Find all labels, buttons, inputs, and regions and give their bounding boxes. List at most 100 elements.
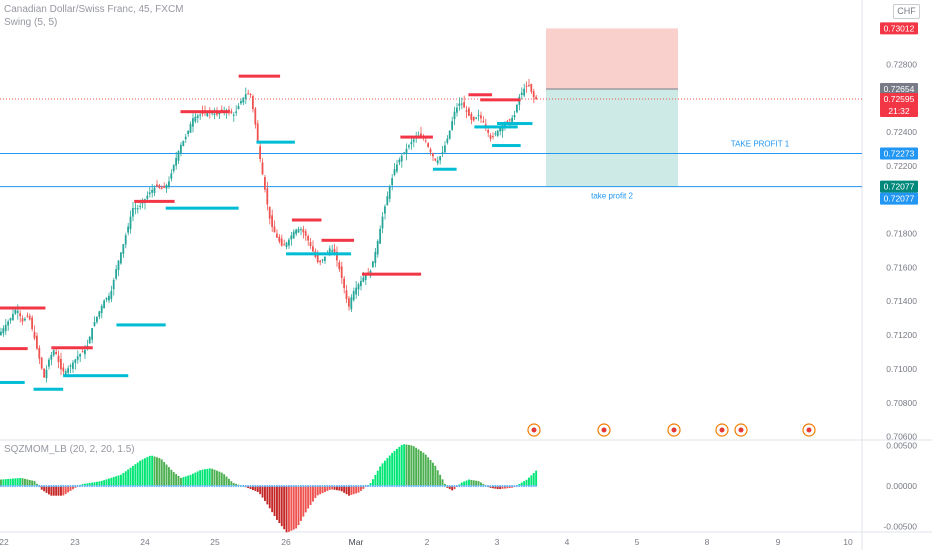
event-flag-dot [738,427,744,433]
candle [194,116,197,122]
squeeze-dot [110,485,112,487]
swing-high-line[interactable] [0,306,46,310]
squeeze-dot [252,485,254,487]
candle [93,322,96,326]
momentum-bar [427,457,430,486]
squeeze-dot [55,485,57,487]
swing-high-line[interactable] [238,74,281,78]
momentum-bar [501,486,504,489]
squeeze-dot [146,485,148,487]
swing-low-line[interactable] [165,206,239,210]
squeeze-dot [122,485,124,487]
squeeze-dot [247,485,249,487]
momentum-bar [434,465,437,486]
squeeze-dot [350,485,352,487]
momentum-bar [288,486,290,532]
swing-low-line[interactable] [116,323,166,327]
take-profit-zone[interactable] [546,89,678,187]
momentum-bar [348,486,350,496]
candle [480,115,482,119]
candle [410,142,413,145]
squeeze-dot [136,485,139,487]
squeeze-dot [432,485,434,487]
candle [146,195,149,199]
candle [175,157,177,166]
candle [468,108,470,116]
swing-high-line[interactable] [480,98,521,102]
swing-high-line[interactable] [0,347,28,351]
momentum-bar [7,478,10,486]
swing-high-line[interactable] [321,238,355,242]
swing-low-line[interactable] [33,387,64,391]
momentum-bar [204,469,206,486]
momentum-bar [304,486,307,513]
squeeze-dot [362,485,364,487]
swing-low-line[interactable] [432,167,457,171]
squeeze-dot [304,485,307,487]
candle [254,108,257,125]
candle [16,310,19,314]
squeeze-dot [62,485,64,487]
momentum-bar [271,486,274,513]
swing-high-line[interactable] [468,93,493,97]
swing-high-line[interactable] [51,346,93,350]
swing-low-line[interactable] [492,144,521,148]
candle [252,96,254,109]
squeeze-dot [484,485,487,487]
squeeze-dot [504,485,506,487]
swing-low-line[interactable] [63,374,129,378]
squeeze-dot [408,485,410,487]
squeeze-dot [12,485,14,487]
candle [376,240,379,255]
candle [268,206,271,219]
momentum-bar [285,486,288,533]
squeeze-dot [463,485,465,487]
squeeze-dot [316,485,319,487]
candle [177,151,180,161]
candle [139,205,141,207]
candle [494,133,497,135]
swing-high-line[interactable] [400,135,433,139]
momentum-bar [57,486,60,496]
squeeze-dot [460,485,463,487]
swing-high-line[interactable] [291,218,322,222]
squeeze-dot [475,485,477,487]
currency-button[interactable]: CHF [893,4,920,19]
price-tick: 0.71400 [886,296,917,306]
momentum-bar [144,458,146,486]
swing-low-line[interactable] [497,122,533,126]
candle [316,254,319,263]
momentum-bar [441,479,444,486]
squeeze-dot [141,485,144,487]
swing-low-line[interactable] [474,125,518,129]
candle [38,347,41,359]
squeeze-dot [254,485,256,487]
squeeze-dot [57,485,60,487]
momentum-bar [256,486,259,492]
squeeze-dot [218,485,220,487]
candle [163,185,165,188]
squeeze-dot [499,485,501,487]
candle [247,93,249,95]
stop-loss-zone[interactable] [546,28,678,90]
momentum-bar [261,486,264,498]
candle [196,115,199,118]
swing-high-line[interactable] [134,199,175,203]
swing-low-line[interactable] [0,380,25,384]
momentum-bar [468,479,470,486]
momentum-bar [100,480,103,486]
candle [132,208,134,217]
swing-indicator-label[interactable]: Swing (5, 5) [4,17,58,28]
squeeze-dot [100,485,103,487]
swing-low-line[interactable] [256,140,295,144]
squeeze-dot [410,485,412,487]
swing-high-line[interactable] [180,110,230,114]
swing-low-line[interactable] [286,252,352,256]
candle [470,113,473,120]
candle [475,117,477,119]
squeeze-momentum-label[interactable]: SQZMOM_LB (20, 2, 20, 1.5) [4,444,135,455]
candle [333,248,336,255]
swing-high-line[interactable] [361,272,422,276]
squeeze-dot [206,485,208,487]
